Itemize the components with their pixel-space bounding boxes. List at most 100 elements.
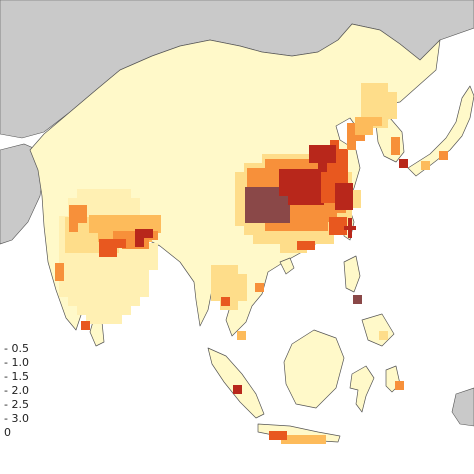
density-cell (149, 231, 158, 240)
density-cell (55, 272, 64, 281)
sumatra (207, 347, 265, 419)
density-cell (343, 217, 352, 226)
density-cell (364, 126, 373, 135)
density-cell (113, 189, 122, 198)
density-cell (220, 265, 229, 274)
density-cell (348, 222, 352, 226)
density-cell (280, 244, 289, 253)
density-cell (98, 224, 107, 233)
density-cell (278, 431, 287, 440)
density-cell (135, 238, 144, 247)
density-cell (306, 196, 315, 205)
density-cell (86, 270, 95, 279)
density-cell (244, 226, 253, 235)
density-cell (330, 167, 339, 176)
density-cell (308, 435, 317, 444)
density-cell (361, 92, 370, 101)
density-cell (379, 119, 388, 128)
density-cell (280, 154, 289, 163)
density-cell (306, 187, 315, 196)
philippines-luzon (343, 255, 361, 293)
density-cell (211, 283, 220, 292)
density-cell (388, 92, 397, 101)
density-cell (361, 101, 370, 110)
density-cell (288, 169, 297, 178)
density-cell (149, 243, 158, 252)
legend-label: - 2.5 (4, 398, 29, 411)
density-cell (140, 252, 149, 261)
density-cell (104, 315, 113, 324)
middle-east-landmass (0, 143, 45, 245)
density-cell (315, 196, 324, 205)
density-cell (104, 207, 113, 216)
density-cell (298, 154, 307, 163)
density-cell (211, 265, 220, 274)
density-cell (307, 235, 316, 244)
density-cell (254, 187, 263, 196)
density-cell (318, 163, 327, 172)
density-cell (108, 248, 117, 257)
density-cell (95, 288, 104, 297)
density-cell (107, 224, 116, 233)
density-cell (245, 205, 254, 214)
density-cell (122, 252, 131, 261)
density-cell (59, 288, 68, 297)
density-cell (211, 292, 220, 301)
density-cell (77, 198, 86, 207)
density-cell (263, 196, 272, 205)
density-cell (104, 270, 113, 279)
density-cell (306, 178, 315, 187)
density-cell (283, 222, 292, 231)
borneo (283, 329, 345, 409)
density-cell (104, 297, 113, 306)
density-cell (288, 196, 297, 205)
density-cell (355, 117, 364, 126)
density-cell (297, 178, 306, 187)
density-cell (292, 159, 301, 168)
density-cell (113, 288, 122, 297)
density-cell (77, 261, 86, 270)
density-cell (356, 132, 365, 141)
density-cell (297, 169, 306, 178)
density-cell (335, 192, 344, 201)
density-cell (77, 297, 86, 306)
density-cell (244, 163, 253, 172)
density-cell (235, 217, 244, 226)
density-cell (388, 101, 397, 110)
density-cell (339, 176, 348, 185)
density-cell (335, 183, 344, 192)
density-cell (149, 252, 158, 261)
density-cell (297, 241, 306, 250)
density-cell (65, 244, 74, 253)
density-cell (68, 288, 77, 297)
density-cell (319, 213, 328, 222)
density-cell (113, 261, 122, 270)
density-cell (68, 279, 77, 288)
density-cell (68, 270, 77, 279)
density-cell (265, 159, 274, 168)
density-cell (379, 92, 388, 101)
density-cell (272, 214, 281, 223)
density-cell (319, 204, 328, 213)
density-cell (263, 214, 272, 223)
density-cell (306, 241, 315, 250)
density-cell (220, 292, 229, 301)
density-cell (83, 235, 92, 244)
density-cell (83, 244, 92, 253)
density-cell (86, 261, 95, 270)
density-cell (297, 196, 306, 205)
population-density-cells (55, 83, 448, 444)
density-cell (89, 224, 98, 233)
legend-label: - 1.5 (4, 370, 29, 383)
density-cell (256, 168, 265, 177)
density-cell (271, 154, 280, 163)
density-cell (254, 214, 263, 223)
density-cell (330, 185, 339, 194)
density-cell (220, 274, 229, 283)
japan (407, 85, 474, 177)
density-cell (140, 261, 149, 270)
density-cell (211, 274, 220, 283)
density-cell (104, 198, 113, 207)
density-cell (108, 239, 117, 248)
